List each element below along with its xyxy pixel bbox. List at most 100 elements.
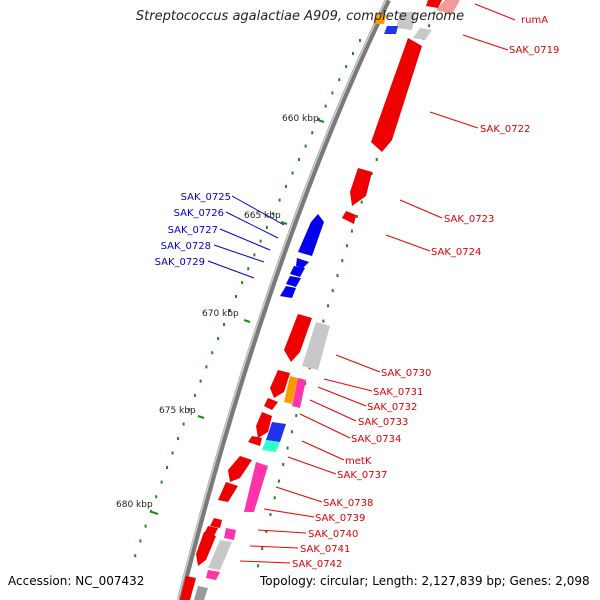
map-title: Streptococcus agalactiae A909, complete … — [135, 9, 465, 24]
inner-dot — [134, 554, 137, 558]
outer-dot — [265, 530, 268, 533]
gene-SAK_0734-small — [248, 436, 262, 446]
gene-label-SAK_0724[interactable]: SAK_0724 — [431, 247, 481, 258]
outer-dot — [290, 430, 293, 434]
gene-SAK_0730-grey — [302, 322, 330, 370]
outer-dot — [375, 158, 378, 161]
accession-text: Accession: NC_007432 — [8, 574, 145, 588]
leader-SAK_0737 — [287, 456, 337, 475]
gene-SAK_0727-feature — [290, 266, 305, 277]
inner-dot — [223, 323, 226, 327]
inner-dot — [155, 495, 158, 499]
gene-SAK_0739-feature — [210, 518, 222, 528]
outer-dot — [370, 172, 373, 176]
inner-dot — [241, 281, 244, 285]
gene-label-SAK_0729[interactable]: SAK_0729 — [155, 257, 205, 268]
leader-SAK_0725 — [231, 195, 285, 226]
gene-label-SAK_0730[interactable]: SAK_0730 — [381, 368, 431, 379]
gene-label-rumA[interactable]: rumA — [521, 15, 548, 26]
leader-SAK_0731 — [323, 378, 373, 392]
gene-label-SAK_0733[interactable]: SAK_0733 — [358, 417, 408, 428]
inner-dot — [278, 198, 281, 202]
scale-tick-680 — [151, 511, 159, 515]
inner-dot — [149, 509, 152, 513]
inner-dot — [331, 91, 334, 95]
scale-label-665: 665 kbp — [244, 211, 281, 221]
outer-dot — [295, 414, 298, 418]
gene-label-SAK_0723[interactable]: SAK_0723 — [444, 214, 494, 225]
inner-dot — [253, 253, 256, 257]
leader-SAK_0729 — [207, 260, 255, 279]
leader-SAK_0730 — [335, 354, 381, 373]
gene-bottom-grey — [194, 586, 208, 600]
leader-SAK_0727 — [219, 228, 271, 251]
gene-label-SAK_0725[interactable]: SAK_0725 — [181, 192, 231, 203]
outer-dot — [261, 547, 264, 551]
gene-SAK_0734-feature — [256, 412, 272, 438]
gene-label-SAK_0741[interactable]: SAK_0741 — [300, 544, 350, 555]
inner-dot — [345, 65, 348, 69]
inner-dot — [188, 408, 191, 412]
gene-SAK_0733-feature — [264, 398, 278, 410]
outer-dot — [360, 200, 363, 204]
inner-dot — [298, 158, 301, 162]
scale-tick-665 — [280, 221, 288, 225]
scale-labels: 660 kbp 665 kbp 670 kbp 675 kbp 680 kbp — [116, 114, 319, 510]
leader-SAK_0739 — [263, 508, 315, 518]
outer-dot — [273, 496, 276, 500]
genome-summary-text: Topology: circular; Length: 2,127,839 bp… — [260, 574, 590, 588]
gene-label-SAK_0739[interactable]: SAK_0739 — [315, 513, 365, 524]
leader-SAK_0741 — [249, 545, 299, 549]
gene-SAK_0719-feature — [413, 28, 432, 40]
leader-SAK_0734 — [299, 413, 351, 439]
inner-dot — [199, 379, 202, 383]
outer-dot — [277, 479, 280, 483]
gene-SAK_0738-pink — [244, 462, 268, 512]
gene-SAK_0731-orange — [284, 376, 298, 404]
gene-label-SAK_0734[interactable]: SAK_0734 — [351, 434, 401, 445]
gene-features — [180, 0, 460, 600]
gene-SAK_0741-feature — [196, 532, 216, 566]
gene-label-SAK_0738[interactable]: SAK_0738 — [323, 498, 373, 509]
leader-SAK_0732 — [317, 386, 367, 407]
gene-label-SAK_0737[interactable]: SAK_0737 — [337, 470, 387, 481]
leader-SAK_0724 — [385, 234, 431, 252]
gene-label-SAK_0732[interactable]: SAK_0732 — [367, 402, 417, 413]
leader-SAK_0738 — [275, 486, 323, 503]
gene-SAK_0741-grey — [208, 540, 232, 570]
reverse-gene-labels: SAK_0725 SAK_0726 SAK_0727 SAK_0728 SAK_… — [155, 192, 231, 268]
gene-label-SAK_0719[interactable]: SAK_0719 — [509, 45, 559, 56]
leader-SAK_0726 — [225, 211, 279, 239]
scale-tick-670 — [243, 319, 251, 323]
gene-label-SAK_0740[interactable]: SAK_0740 — [308, 529, 358, 540]
gene-label-SAK_0727[interactable]: SAK_0727 — [168, 225, 218, 236]
inner-dot — [311, 131, 314, 135]
inner-dot — [166, 466, 169, 470]
gene-label-SAK_0722[interactable]: SAK_0722 — [480, 124, 530, 135]
inner-dot — [182, 422, 185, 426]
gene-rumA-feature-alt — [436, 0, 460, 14]
inner-dot — [291, 171, 294, 175]
gene-SAK_0728-feature — [286, 276, 301, 287]
gene-label-SAK_0731[interactable]: SAK_0731 — [373, 387, 423, 398]
dot-tracks — [134, 0, 441, 568]
gene-SAK_0730-feature — [284, 314, 312, 362]
inner-dot — [352, 52, 355, 56]
gene-SAK_0726-feature — [296, 258, 309, 268]
outer-dot — [428, 24, 431, 28]
gene-SAK_0732-pink — [292, 378, 306, 408]
gene-label-SAK_0728[interactable]: SAK_0728 — [161, 241, 211, 252]
leader-SAK_0740 — [257, 529, 307, 534]
outer-dot — [322, 319, 325, 323]
scale-label-660: 660 kbp — [282, 114, 319, 124]
gene-SAK_0741-pink — [224, 528, 236, 540]
outer-dot — [282, 463, 285, 466]
gene-top-grey — [396, 12, 416, 30]
gene-SAK_0742-pink — [206, 570, 220, 580]
gene-top-blue — [384, 26, 398, 34]
reverse-leader-lines — [207, 195, 285, 279]
gene-label-SAK_0742[interactable]: SAK_0742 — [292, 559, 342, 570]
gene-label-metK[interactable]: metK — [345, 456, 372, 467]
gene-label-SAK_0726[interactable]: SAK_0726 — [174, 208, 224, 219]
